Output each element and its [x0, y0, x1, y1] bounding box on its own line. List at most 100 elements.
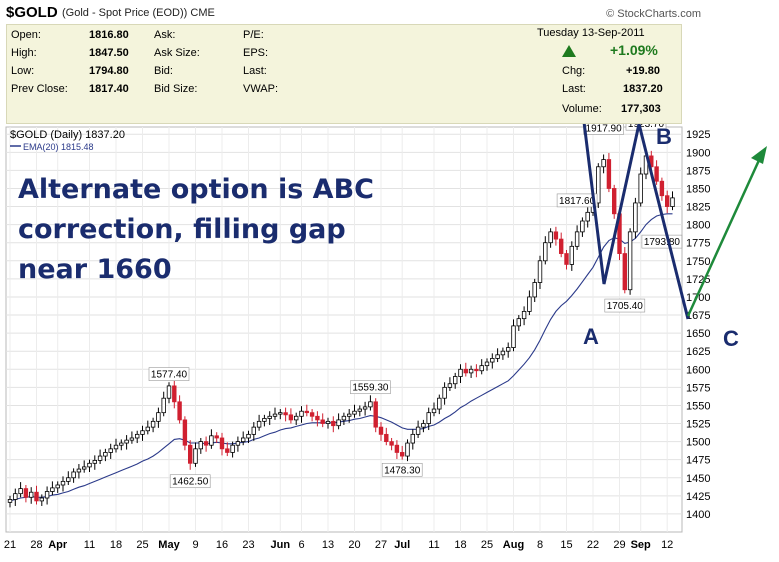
x-tick-label: 11: [84, 539, 95, 551]
candle-body: [156, 412, 161, 422]
candle-body: [368, 401, 373, 408]
candle-body: [34, 491, 39, 502]
chg-label: Chg:: [562, 65, 586, 77]
x-tick-label: 22: [587, 539, 599, 551]
candle-body: [134, 433, 140, 439]
candle-body: [553, 231, 559, 240]
candle-body: [606, 159, 612, 189]
x-tick-label: Jul: [394, 539, 410, 551]
candle-body: [601, 159, 606, 168]
candle-body: [187, 444, 193, 464]
candle-body: [559, 238, 564, 254]
bid-label: Bid:: [154, 65, 173, 77]
candle-body: [405, 442, 410, 457]
candle-body: [612, 188, 617, 215]
pe-label: P/E:: [243, 29, 264, 41]
candle-body: [203, 441, 209, 446]
bid-size-label: Bid Size:: [154, 83, 198, 95]
candle-body: [437, 397, 442, 410]
candle-body: [362, 406, 368, 410]
exchange-text: CME: [190, 7, 215, 19]
y-tick-label: 1900: [686, 147, 710, 159]
ask-label: Ask:: [154, 29, 176, 41]
candle-body: [389, 441, 394, 446]
legend-price: $GOLD (Daily) 1837.20: [10, 129, 125, 141]
candle-body: [627, 231, 633, 291]
candle-body: [384, 433, 389, 442]
annotation-line-1: Alternate option is ABC: [18, 174, 374, 205]
candle-body: [304, 410, 309, 414]
candle-body: [145, 426, 150, 432]
candle-body: [410, 433, 415, 444]
candle-body: [458, 368, 463, 377]
stockcharts-logo: © StockCharts.com: [606, 8, 701, 20]
candle-body: [23, 488, 29, 498]
annotation-text: Alternate option is ABC correction, fill…: [18, 170, 374, 290]
candle-body: [670, 197, 675, 207]
price-label-box: [604, 298, 646, 313]
x-tick-label: 23: [242, 539, 254, 551]
last-value: 1837.20: [623, 83, 663, 95]
candle-body: [346, 413, 352, 417]
x-tick-label: 15: [560, 539, 572, 551]
abc-zigzag-line: [582, 121, 690, 320]
x-tick-label: 18: [454, 539, 466, 551]
candle-body: [665, 195, 670, 207]
price-label: 1559.30: [352, 383, 389, 394]
candle-body: [357, 408, 362, 412]
candle-body: [500, 350, 506, 356]
candle-body: [92, 460, 97, 464]
candle-body: [654, 166, 659, 182]
candle-body: [421, 423, 426, 428]
y-tick-label: 1800: [686, 220, 710, 232]
y-tick-label: 1825: [686, 202, 710, 214]
candle-body: [293, 415, 299, 421]
candle-body: [246, 433, 251, 439]
x-tick-label: 28: [30, 539, 42, 551]
y-tick-label: 1425: [686, 491, 710, 503]
candle-body: [564, 253, 569, 265]
candle-body: [87, 462, 92, 468]
candle-body: [288, 414, 294, 421]
candle-body: [161, 397, 166, 414]
prev-close-value: 1817.40: [89, 83, 129, 95]
abc-overlay: A B C: [582, 121, 767, 351]
low-value: 1794.80: [89, 65, 129, 77]
candle-body: [28, 491, 34, 498]
candle-body: [214, 435, 219, 439]
chart-subtitle: (Gold - Spot Price (EOD)) CME: [62, 7, 215, 19]
volume-label: Volume:: [562, 103, 602, 115]
price-label: 1577.40: [151, 370, 188, 381]
y-tick-label: 1400: [686, 509, 710, 521]
candle-body: [278, 412, 283, 415]
candle-body: [543, 242, 548, 262]
low-label: Low:: [11, 65, 35, 77]
green-arrowhead: [751, 146, 767, 164]
candle-body: [18, 488, 23, 495]
price-label: 1923.70: [628, 124, 665, 130]
candle-body: [76, 468, 82, 473]
candle-body: [320, 419, 325, 424]
candle-body: [124, 439, 129, 444]
candle-body: [119, 442, 124, 446]
y-tick-label: 1550: [686, 400, 710, 412]
y-tick-label: 1875: [686, 165, 710, 177]
candle-body: [267, 415, 272, 419]
ask-size-label: Ask Size:: [154, 47, 200, 59]
candle-body: [378, 426, 384, 435]
candle-body: [505, 347, 511, 352]
candle-body: [511, 325, 516, 348]
price-label: 1817.60: [559, 196, 596, 207]
y-tick-label: 1450: [686, 473, 710, 485]
high-value: 1847.50: [89, 47, 129, 59]
candle-body: [415, 426, 421, 435]
candle-body: [60, 480, 66, 486]
candle-body: [394, 444, 400, 453]
symbol-title: $GOLD: [6, 4, 58, 21]
y-tick-label: 1925: [686, 129, 710, 141]
prev-close-label: Prev Close:: [11, 83, 68, 95]
candle-body: [426, 412, 431, 424]
x-tick-label: Jun: [271, 539, 291, 551]
price-label-box: [641, 234, 683, 249]
percent-change: +1.09%: [610, 42, 658, 58]
